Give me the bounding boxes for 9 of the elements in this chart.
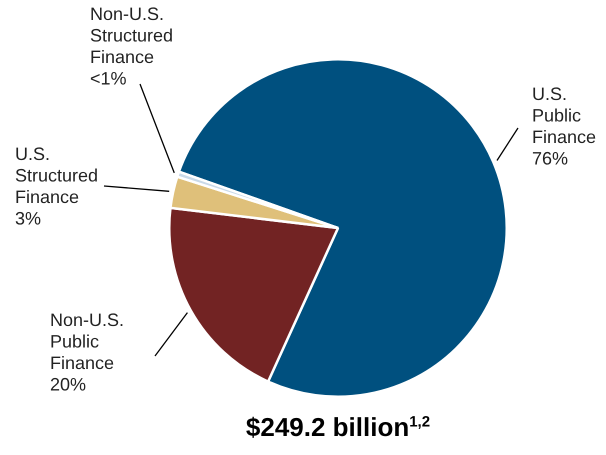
text: $249.2 billion$^{1,2}$ <box>244 412 432 443</box>
data-label: 3% <box>15 208 42 228</box>
slice-label: U.S. Structured Finance <box>15 144 98 207</box>
data-label: 76% <box>532 148 568 168</box>
slice-label: Non-U.S. Structured Finance <box>90 4 174 67</box>
data-label: <1% <box>90 68 127 88</box>
slice-label: Non-U.S. Public Finance <box>50 310 124 373</box>
data-label: 20% <box>50 374 86 394</box>
slice-label: U.S. Public Finance <box>532 84 596 147</box>
